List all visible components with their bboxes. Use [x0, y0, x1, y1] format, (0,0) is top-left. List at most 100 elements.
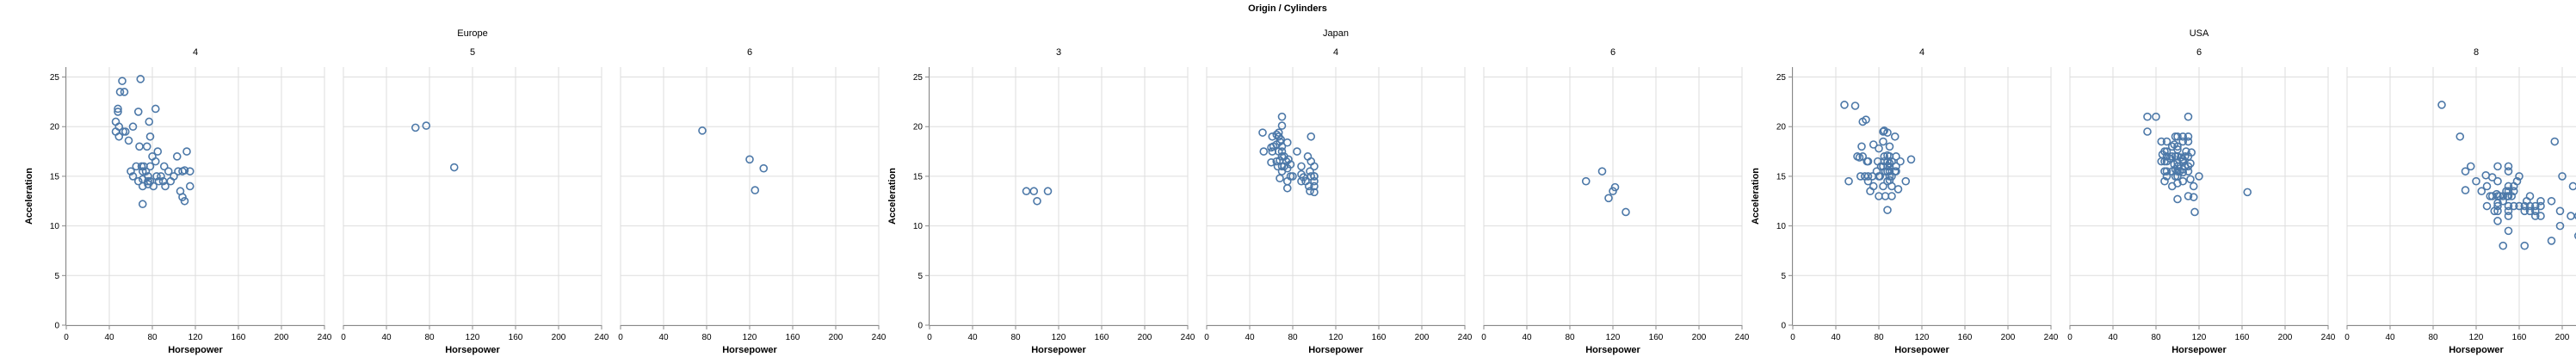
x-tick-label: 160 [509, 333, 523, 342]
x-tick-label: 200 [829, 333, 843, 342]
data-point [1895, 186, 1902, 193]
data-point [145, 118, 152, 125]
data-point [2521, 243, 2528, 249]
x-tick-label: 160 [1649, 333, 1664, 342]
x-tick-label: 0 [1790, 333, 1795, 342]
data-point [412, 124, 419, 131]
y-tick-label: 5 [1781, 272, 1786, 281]
data-point [2505, 227, 2512, 234]
x-tick-label: 40 [967, 333, 978, 342]
x-tick-label: 80 [2428, 333, 2438, 342]
x-tick-label: 120 [743, 333, 757, 342]
panels-layer: Europe40 40 80 120 160 200 240Horsepower051015… [24, 28, 2576, 355]
y-tick-label: 25 [1776, 73, 1787, 83]
x-tick-label: 240 [318, 333, 332, 342]
facet-panel: 40 40 80 120 160 200 240Horsepower0510152025Ac… [24, 47, 332, 355]
facet-panel: 6 0 40 80 120 160 200 240 Horsepower [618, 47, 886, 355]
x-tick-label: 40 [1522, 333, 1532, 342]
x-axis-title: Horsepower [1308, 345, 1363, 355]
x-tick-label: 40 [1831, 333, 1841, 342]
data-point [699, 127, 706, 134]
x-tick-label: 120 [188, 333, 203, 342]
data-point [2484, 203, 2491, 210]
x-tick-label: 80 [1874, 333, 1884, 342]
x-tick-label: 120 [2192, 333, 2207, 342]
data-point [1045, 188, 1052, 194]
facet-group-label: Japan [1323, 28, 1349, 39]
facet-column-label: 4 [193, 47, 198, 58]
x-tick-label: 0 [927, 333, 932, 342]
data-point [136, 143, 143, 150]
data-point [1260, 148, 1267, 155]
data-point [126, 137, 133, 144]
data-point [1298, 163, 1305, 169]
data-point [1880, 138, 1887, 145]
facet-panel: 804080120160200240Horsepower [2344, 47, 2576, 355]
data-point [1294, 148, 1300, 155]
facet-panel: 6 0 40 80 120 160 200 240 Horsepower [1481, 47, 1750, 355]
x-tick-label: 200 [2555, 333, 2570, 342]
data-point [2456, 133, 2463, 140]
x-tick-label: 120 [1329, 333, 1344, 342]
facet-column-label: 6 [1610, 47, 1615, 58]
y-axis-title: Acceleration [887, 168, 898, 225]
x-tick-label: 160 [232, 333, 246, 342]
data-point [1284, 139, 1291, 146]
data-point [1034, 198, 1041, 205]
data-point [2548, 237, 2555, 244]
y-axis-title: Acceleration [1751, 168, 1761, 225]
facet-column-label: 4 [1333, 47, 1338, 58]
y-tick-label: 5 [54, 272, 59, 281]
x-axis-title: Horsepower [2171, 345, 2227, 355]
x-tick-label: 200 [1692, 333, 1707, 342]
x-tick-label: 120 [1915, 333, 1930, 342]
facet-column-label: 8 [2474, 47, 2479, 58]
y-tick-label: 10 [50, 222, 60, 231]
x-tick-label: 40 [1245, 333, 1255, 342]
data-point [183, 148, 190, 155]
x-tick-label: 0 [2067, 333, 2073, 342]
data-point [751, 187, 758, 194]
data-point [1845, 178, 1852, 185]
data-point [154, 148, 161, 155]
x-tick-label: 240 [1181, 333, 1195, 342]
data-point [2494, 178, 2501, 185]
x-axis-title: Horsepower [2449, 345, 2504, 355]
data-point [1259, 129, 1266, 136]
data-point [2468, 163, 2474, 169]
x-tick-label: 200 [2278, 333, 2293, 342]
facet-column-label: 5 [470, 47, 475, 58]
x-tick-label: 200 [1415, 333, 1430, 342]
data-point [1908, 156, 1915, 163]
y-tick-label: 0 [54, 322, 59, 331]
x-tick-label: 80 [701, 333, 712, 342]
x-tick-label: 200 [2001, 333, 2016, 342]
data-point [2191, 208, 2198, 215]
x-tick-label: 160 [786, 333, 800, 342]
data-point [2190, 182, 2197, 189]
data-point [2144, 114, 2151, 120]
y-tick-label: 15 [50, 172, 60, 182]
x-tick-label: 40 [381, 333, 392, 342]
x-tick-label: 80 [424, 333, 435, 342]
data-point [1307, 133, 1314, 140]
y-tick-label: 25 [50, 73, 60, 83]
y-tick-label: 15 [913, 172, 924, 182]
data-point [2567, 212, 2574, 219]
data-point [1023, 188, 1030, 194]
x-tick-label: 240 [595, 333, 609, 342]
facet-panel: 40 40 80 120 160 200 240Horsepower0510152025Ac… [1751, 47, 2059, 355]
data-point [1622, 208, 1629, 215]
x-tick-label: 80 [1288, 333, 1298, 342]
x-tick-label: 40 [2385, 333, 2395, 342]
data-point [2462, 187, 2469, 194]
data-point [1284, 185, 1291, 192]
x-tick-label: 120 [466, 333, 480, 342]
y-tick-label: 0 [1781, 322, 1786, 331]
y-tick-label: 25 [913, 73, 924, 83]
data-point [1599, 168, 1606, 175]
data-point [2494, 163, 2501, 169]
x-tick-label: 80 [1565, 333, 1575, 342]
data-point [2551, 138, 2558, 145]
data-point [1902, 178, 1909, 185]
